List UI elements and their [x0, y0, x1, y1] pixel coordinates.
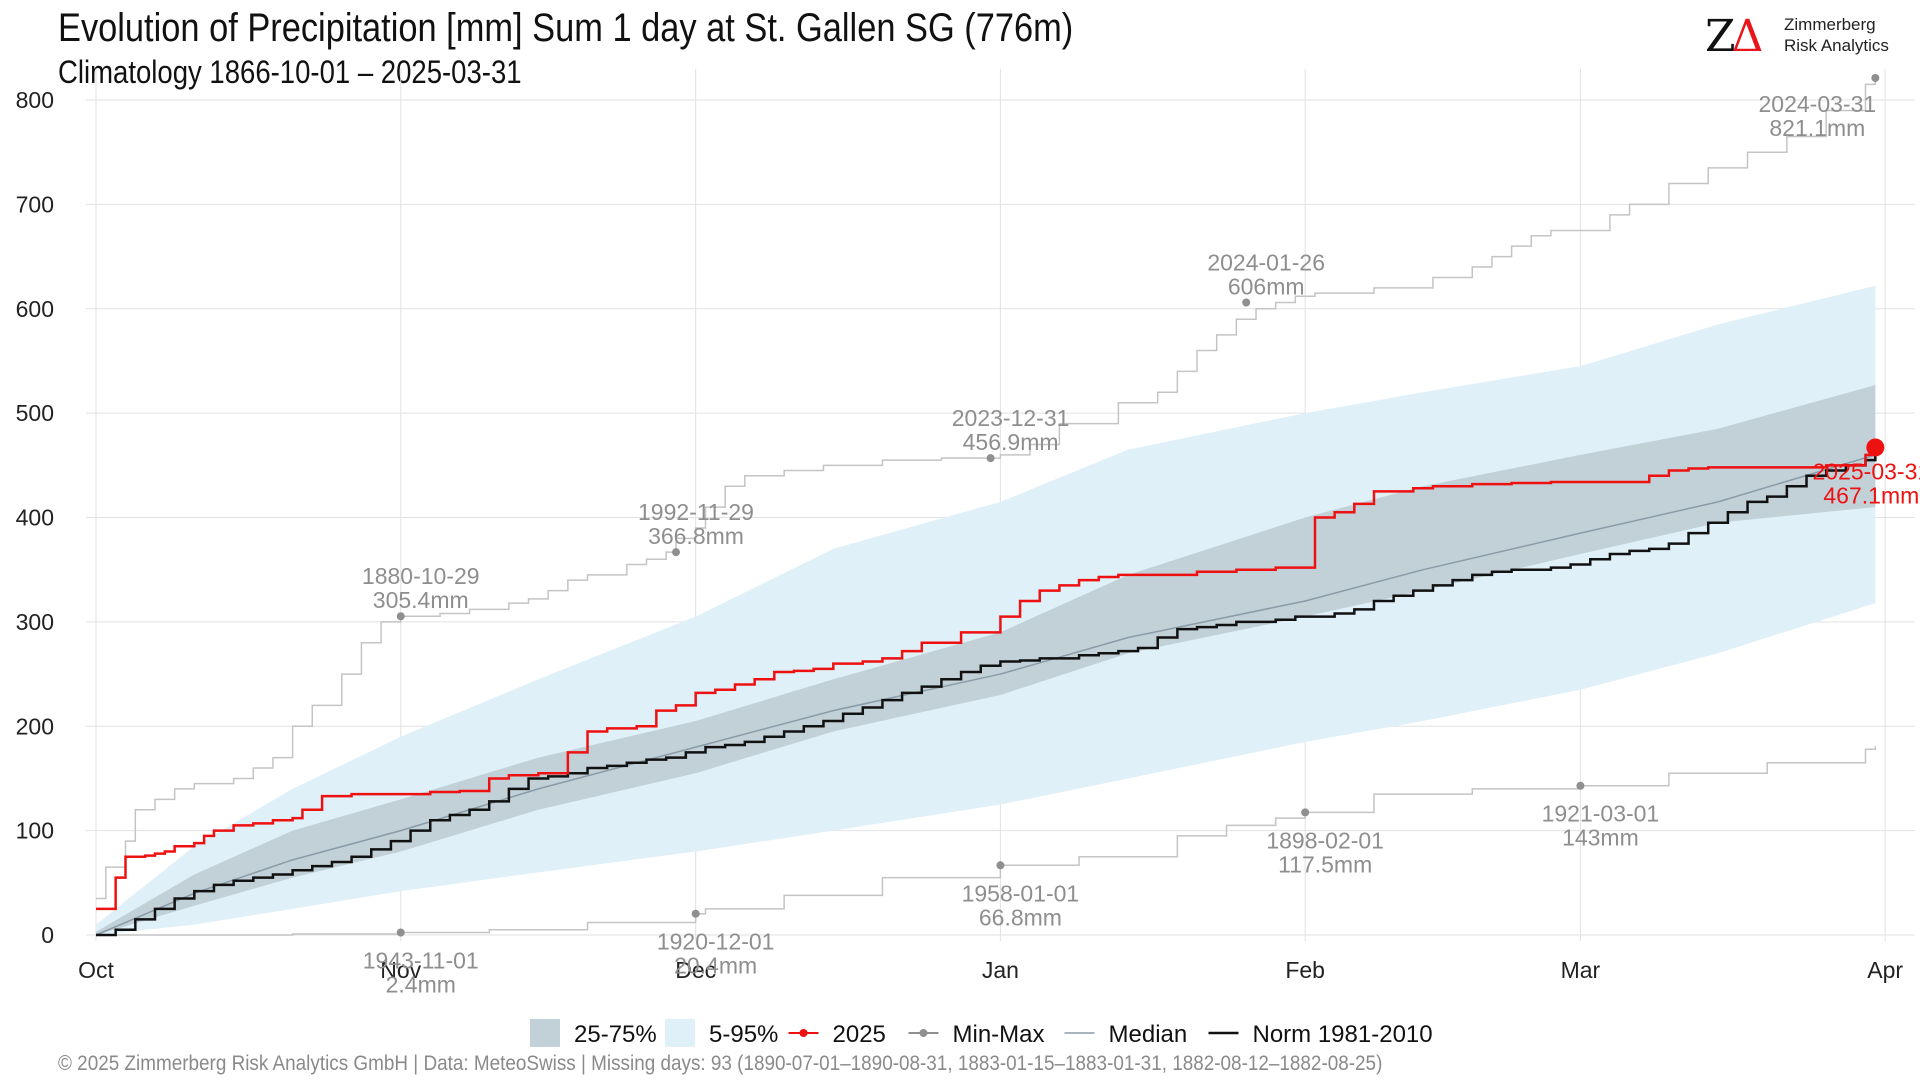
x-tick-label: Nov [380, 957, 421, 983]
min-label-date: 1920-12-01 [657, 929, 775, 955]
annotation-points [396, 73, 1885, 937]
legend-point [919, 1029, 928, 1037]
legend-swatch [665, 1019, 695, 1047]
x-tick-label: Oct [78, 957, 114, 983]
legend-label: Norm 1981-2010 [1253, 1021, 1433, 1048]
logo-text: Zimmerberg Risk Analytics [1784, 14, 1889, 56]
min-label-value: 117.5mm [1278, 851, 1372, 877]
norm-line [96, 454, 1877, 937]
x-tick-label: Dec [675, 957, 716, 983]
minmax-point [986, 454, 995, 463]
y-tick-label: 100 [16, 818, 54, 844]
minmax-point [396, 928, 405, 937]
minmax-point [672, 548, 681, 557]
series-lines [95, 77, 1877, 937]
legend-item: 2025 [788, 1021, 886, 1048]
minmax-point [691, 909, 700, 918]
y-tick-label: 400 [16, 505, 54, 531]
legend-label: 2025 [833, 1021, 886, 1048]
logo-mark-icon: ZΔ [1705, 11, 1764, 62]
legend-item: Min-Max [908, 1021, 1045, 1048]
max-label-value: 305.4mm [373, 587, 469, 613]
min-label-date: 1898-02-01 [1266, 827, 1384, 853]
max-line [96, 77, 1877, 900]
min-label-value: 20.4mm [674, 953, 757, 979]
band-25-75 [96, 384, 1876, 936]
current-year-label-date: 2025-03-31 [1813, 458, 1920, 484]
current-year-label-value: 467.1mm [1823, 482, 1919, 508]
y-tick-label: 300 [16, 609, 54, 635]
y-tick-label: 0 [41, 922, 54, 948]
min-line [96, 746, 1877, 936]
min-label-value: 66.8mm [979, 904, 1062, 930]
minmax-point [1301, 808, 1310, 817]
legend-label: 25-75% [574, 1021, 657, 1048]
x-tick-label: Mar [1561, 957, 1601, 983]
legend-point [799, 1029, 808, 1037]
min-label-value: 2.4mm [386, 971, 456, 997]
max-label-date: 1992-11-29 [638, 499, 754, 525]
legend-item: 5-95% [665, 1019, 778, 1048]
x-tick-label: Feb [1285, 957, 1325, 983]
x-tick-label: Apr [1867, 957, 1903, 983]
min-label-date: 1921-03-01 [1542, 801, 1660, 827]
min-label-date: 1943-11-01 [363, 947, 479, 973]
max-label-value: 821.1mm [1769, 115, 1865, 141]
x-tick-label: Jan [982, 957, 1019, 983]
legend-item: 25-75% [530, 1019, 657, 1048]
logo-mark-delta: Δ [1731, 11, 1764, 62]
current-year-point [1866, 438, 1885, 457]
max-label-date: 2024-03-31 [1759, 91, 1877, 117]
minmax-point [1871, 73, 1880, 82]
legend-item: Norm 1981-2010 [1208, 1021, 1433, 1048]
min-label-date: 1958-01-01 [962, 880, 1080, 906]
max-label-value: 456.9mm [963, 429, 1059, 455]
minmax-point [1242, 298, 1251, 307]
footer-credits: © 2025 Zimmerberg Risk Analytics GmbH | … [58, 1052, 1383, 1075]
minmax-point [1576, 781, 1585, 790]
max-label-value: 606mm [1228, 273, 1305, 299]
company-logo: ZΔ Zimmerberg Risk Analytics [1705, 10, 1905, 62]
legend-label: Median [1109, 1021, 1188, 1048]
y-tick-label: 800 [16, 87, 54, 113]
chart-subtitle: Climatology 1866-10-01 – 2025-03-31 [58, 54, 522, 90]
logo-line-1: Zimmerberg [1784, 15, 1876, 34]
y-tick-label: 200 [16, 713, 54, 739]
legend-swatch [530, 1019, 560, 1047]
current-year-line [96, 447, 1877, 911]
max-label-value: 366.8mm [648, 523, 744, 549]
chart-title: Evolution of Precipitation [mm] Sum 1 da… [58, 6, 1074, 50]
logo-line-2: Risk Analytics [1784, 36, 1889, 55]
logo-mark-z: Z [1705, 11, 1736, 62]
legend: 25-75% 5-95% 2025 Min-Max Median Norm 1981-20… [530, 1019, 1433, 1048]
minmax-point [996, 861, 1005, 870]
legend-item: Median [1064, 1021, 1188, 1048]
min-label-value: 143mm [1562, 825, 1639, 851]
y-tick-label: 600 [16, 296, 54, 322]
axis-ticks: 0 100 200 300 400 500 600 700 800 Oct Nov Dec Jan Feb… [16, 87, 1904, 983]
legend-label: Min-Max [953, 1021, 1045, 1048]
y-tick-label: 500 [16, 400, 54, 426]
minmax-point [396, 612, 405, 621]
y-tick-label: 700 [16, 191, 54, 217]
legend-label: 5-95% [709, 1021, 778, 1048]
max-label-date: 1880-10-29 [362, 563, 480, 589]
max-label-date: 2023-12-31 [952, 405, 1070, 431]
max-label-date: 2024-01-26 [1207, 249, 1325, 275]
